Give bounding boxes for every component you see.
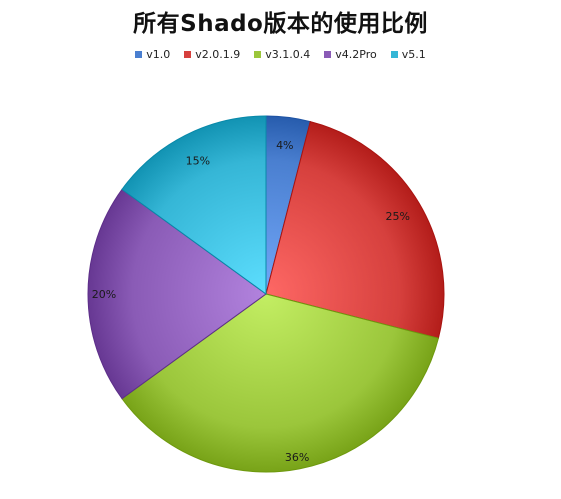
legend-label-v5-1: v5.1 <box>401 48 426 61</box>
legend-swatch-v2-0-1-9 <box>184 51 192 58</box>
legend-label-v4-2pro: v4.2Pro <box>335 48 377 61</box>
chart-legend: v1.0 v2.0.1.9 v3.1.0.4 v4.2Pro v5.1 <box>0 48 561 61</box>
legend-swatch-v1-0 <box>135 51 143 58</box>
legend-item-v5-1: v5.1 <box>390 48 426 61</box>
pie-labels: 4% 25% 36% 20% 15% <box>92 139 410 464</box>
pie-slices <box>87 115 445 473</box>
pie-label-v1-0: 4% <box>276 139 293 152</box>
pie-label-v5-1: 15% <box>186 154 210 167</box>
legend-label-v2-0-1-9: v2.0.1.9 <box>195 48 241 61</box>
legend-swatch-v3-1-0-4 <box>254 51 262 58</box>
legend-item-v2-0-1-9: v2.0.1.9 <box>184 48 240 61</box>
legend-swatch-v5-1 <box>390 51 398 58</box>
pie-slice-v2-0-1-9 <box>265 120 445 339</box>
legend-item-v4-2pro: v4.2Pro <box>324 48 377 61</box>
chart-title: 所有Shado版本的使用比例 <box>133 11 428 37</box>
pie-label-v3-1-0-4: 36% <box>285 451 309 464</box>
legend-label-v3-1-0-4: v3.1.0.4 <box>265 48 311 61</box>
pie-label-v4-2pro: 20% <box>92 288 116 301</box>
pie-label-v2-0-1-9: 25% <box>385 210 409 223</box>
legend-label-v1-0: v1.0 <box>146 48 171 61</box>
legend-item-v3-1-0-4: v3.1.0.4 <box>254 48 310 61</box>
pie-slice-v4-2pro <box>87 188 267 400</box>
pie-slice-v5-1 <box>121 115 267 295</box>
legend-item-v1-0: v1.0 <box>135 48 170 61</box>
pie-slice-v3-1-0-4 <box>121 293 440 473</box>
legend-swatch-v4-2pro <box>324 51 332 58</box>
